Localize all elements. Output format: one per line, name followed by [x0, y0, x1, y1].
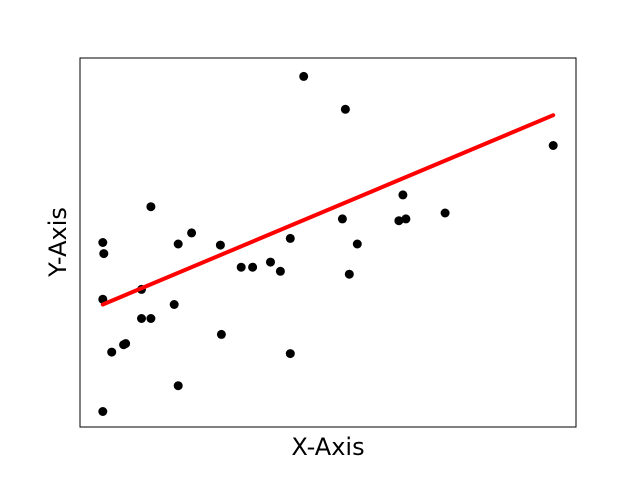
- data-point: [173, 239, 183, 249]
- data-point: [215, 240, 225, 250]
- data-point: [137, 314, 146, 323]
- data-point: [216, 329, 226, 339]
- data-point: [299, 71, 309, 81]
- data-point: [285, 349, 295, 359]
- y-axis-label: Y-Axis: [44, 207, 72, 278]
- data-point: [394, 216, 404, 226]
- data-point: [98, 407, 108, 416]
- data-point: [99, 249, 109, 259]
- plot-content: [98, 71, 558, 416]
- data-point: [337, 214, 347, 224]
- data-point: [146, 202, 156, 212]
- data-point: [352, 239, 362, 249]
- data-point: [187, 228, 197, 238]
- plot-area-frame: [79, 57, 577, 428]
- data-point: [275, 266, 285, 276]
- data-point: [401, 214, 411, 224]
- data-point: [146, 314, 156, 323]
- data-point: [340, 104, 350, 114]
- data-point: [398, 190, 408, 200]
- data-point: [440, 208, 450, 218]
- data-point: [548, 141, 558, 150]
- data-point: [344, 269, 354, 279]
- data-point: [236, 262, 246, 272]
- data-point: [248, 262, 258, 272]
- data-point: [169, 300, 179, 309]
- data-point: [285, 233, 295, 243]
- data-point: [98, 238, 108, 247]
- regression-line: [100, 113, 556, 307]
- data-point: [121, 339, 131, 349]
- data-point: [107, 347, 117, 357]
- data-point: [173, 381, 183, 391]
- x-axis-label: X-Axis: [291, 433, 364, 461]
- data-point: [266, 257, 275, 267]
